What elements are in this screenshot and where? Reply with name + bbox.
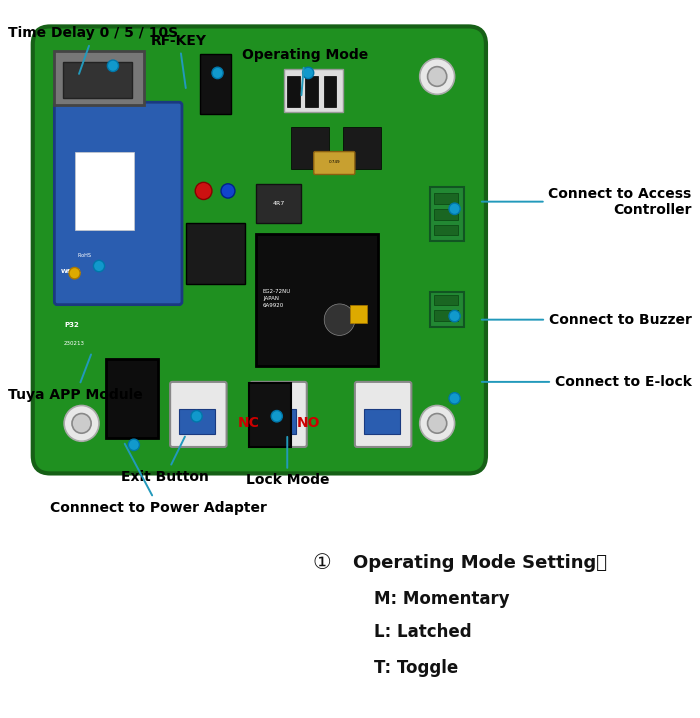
Circle shape <box>449 393 460 404</box>
FancyBboxPatch shape <box>343 126 382 169</box>
Text: RF-KEY: RF-KEY <box>151 34 207 88</box>
Text: NO: NO <box>296 416 320 430</box>
FancyBboxPatch shape <box>323 77 336 106</box>
FancyBboxPatch shape <box>434 225 458 236</box>
Text: Time Delay 0 / 5 / 10S: Time Delay 0 / 5 / 10S <box>8 27 178 74</box>
Circle shape <box>420 59 454 94</box>
FancyBboxPatch shape <box>305 77 318 106</box>
Text: Lock Mode: Lock Mode <box>246 437 329 488</box>
Circle shape <box>64 406 99 442</box>
FancyBboxPatch shape <box>430 187 463 241</box>
FancyBboxPatch shape <box>170 382 227 447</box>
FancyBboxPatch shape <box>290 126 329 169</box>
FancyBboxPatch shape <box>179 409 216 434</box>
FancyBboxPatch shape <box>287 77 300 106</box>
FancyBboxPatch shape <box>314 151 355 174</box>
FancyBboxPatch shape <box>249 383 290 447</box>
Circle shape <box>72 414 91 433</box>
FancyBboxPatch shape <box>434 294 458 305</box>
Text: RoHS: RoHS <box>75 253 90 258</box>
Text: 4R7: 4R7 <box>273 201 285 206</box>
Circle shape <box>212 67 223 79</box>
FancyBboxPatch shape <box>106 359 158 438</box>
Circle shape <box>420 406 454 442</box>
Text: P32: P32 <box>64 322 79 328</box>
FancyBboxPatch shape <box>63 62 132 98</box>
FancyBboxPatch shape <box>251 382 307 447</box>
Circle shape <box>64 59 99 94</box>
Text: T: Toggle: T: Toggle <box>374 659 458 677</box>
FancyBboxPatch shape <box>260 409 295 434</box>
FancyBboxPatch shape <box>186 223 246 284</box>
FancyBboxPatch shape <box>364 409 400 434</box>
Text: Connect to Access
Controller: Connect to Access Controller <box>482 187 692 217</box>
Text: Connect to Buzzer: Connect to Buzzer <box>482 312 692 327</box>
Text: Tuya APP Module: Tuya APP Module <box>8 355 143 402</box>
FancyBboxPatch shape <box>434 209 458 220</box>
FancyBboxPatch shape <box>55 102 182 304</box>
FancyBboxPatch shape <box>256 184 301 223</box>
FancyBboxPatch shape <box>355 382 412 447</box>
Circle shape <box>93 261 104 271</box>
Text: Connnect to Power Adapter: Connnect to Power Adapter <box>50 444 267 515</box>
Text: Operating Mode: Operating Mode <box>241 48 368 95</box>
Text: M: Momentary: M: Momentary <box>374 589 510 607</box>
Text: Operating Mode Setting：: Operating Mode Setting： <box>354 554 608 572</box>
FancyBboxPatch shape <box>350 305 368 323</box>
Circle shape <box>324 304 355 335</box>
FancyBboxPatch shape <box>200 54 232 114</box>
FancyBboxPatch shape <box>33 27 486 473</box>
Text: EG2-72NU
JAPAN
6A9920: EG2-72NU JAPAN 6A9920 <box>262 289 291 308</box>
Circle shape <box>195 182 212 200</box>
FancyBboxPatch shape <box>75 151 134 230</box>
Text: ①: ① <box>313 553 332 573</box>
FancyBboxPatch shape <box>284 70 343 112</box>
Circle shape <box>191 411 202 422</box>
Circle shape <box>69 267 80 279</box>
Circle shape <box>221 184 235 198</box>
FancyBboxPatch shape <box>434 193 458 204</box>
Circle shape <box>302 67 314 79</box>
Circle shape <box>72 67 91 86</box>
Circle shape <box>107 60 118 72</box>
Text: 0.749: 0.749 <box>329 160 340 164</box>
Text: 230213: 230213 <box>64 341 85 345</box>
Text: Exit Button: Exit Button <box>121 437 209 484</box>
FancyBboxPatch shape <box>434 310 458 321</box>
FancyBboxPatch shape <box>256 234 378 366</box>
Circle shape <box>428 67 447 86</box>
FancyBboxPatch shape <box>430 292 463 327</box>
Text: L: Latched: L: Latched <box>374 623 472 641</box>
Text: Connect to E-lock: Connect to E-lock <box>482 375 692 389</box>
Circle shape <box>449 203 460 215</box>
FancyBboxPatch shape <box>54 52 144 105</box>
Circle shape <box>271 411 282 422</box>
Circle shape <box>128 439 139 451</box>
Text: WBR1: WBR1 <box>61 269 82 274</box>
Circle shape <box>449 310 460 322</box>
Circle shape <box>428 414 447 433</box>
Text: NC: NC <box>238 416 260 430</box>
